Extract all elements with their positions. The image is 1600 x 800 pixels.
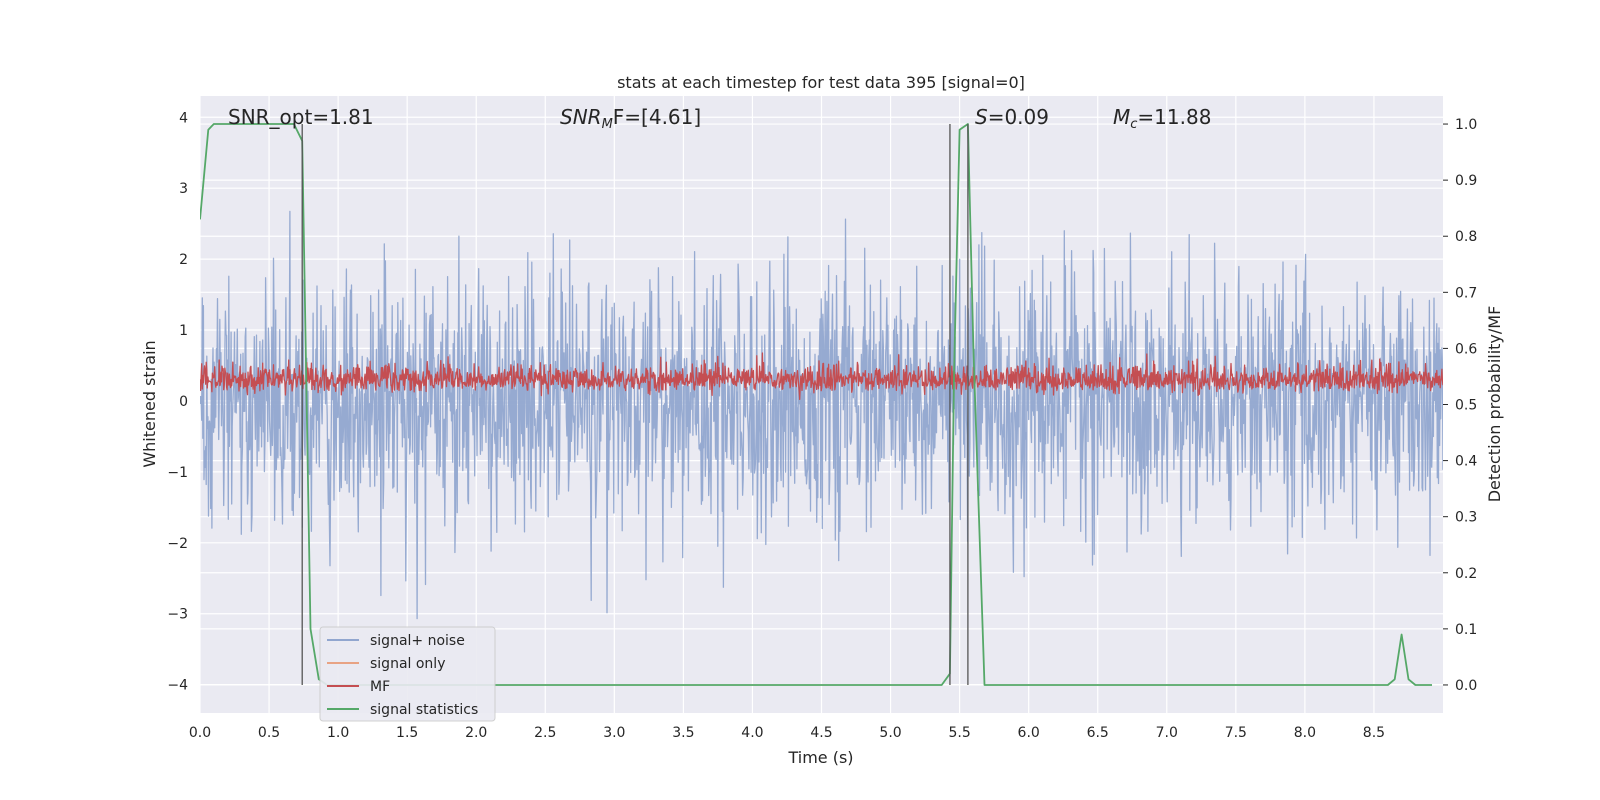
series-line-mf <box>200 352 1443 401</box>
x-tick-label: 3.0 <box>603 725 625 741</box>
x-tick-label: 1.5 <box>396 725 418 741</box>
plot-area <box>200 123 1443 686</box>
legend-label-signal-statistics: signal statistics <box>370 702 478 718</box>
y2-tick-label: 0.3 <box>1455 510 1477 526</box>
y-tick-label: 1 <box>179 323 188 339</box>
legend: signal+ noise signal only MF signal stat… <box>319 626 496 722</box>
legend-label-signal-noise: signal+ noise <box>370 633 465 649</box>
y-tick-label: 2 <box>179 252 188 268</box>
x-tick-label: 6.5 <box>1087 725 1109 741</box>
x-tick-label: 1.0 <box>327 725 349 741</box>
y-tick-label: −3 <box>167 607 188 623</box>
x-tick-label: 8.0 <box>1294 725 1316 741</box>
x-tick-label: 4.5 <box>810 725 832 741</box>
x-tick-label: 5.5 <box>948 725 970 741</box>
y-tick-label: −1 <box>167 465 188 481</box>
x-tick-label: 3.5 <box>672 725 694 741</box>
x-axis-label: Time (s) <box>787 748 853 767</box>
series-line-signal-statistics <box>200 123 1432 686</box>
y2-tick-label: 1.0 <box>1455 117 1477 133</box>
y2-tick-label: 0.6 <box>1455 341 1477 357</box>
mc-annotation: Mc=11.88 <box>1113 105 1211 132</box>
x-tick-label: 6.0 <box>1018 725 1040 741</box>
y2-tick-label: 0.8 <box>1455 229 1477 245</box>
s-annotation: S=0.09 <box>975 105 1049 129</box>
y-axis-ticks: 4 3 2 1 0 −1 −2 −3 −4 <box>167 110 188 693</box>
x-tick-label: 4.0 <box>741 725 763 741</box>
y2-tick-label: 0.2 <box>1455 566 1477 582</box>
legend-label-mf: MF <box>370 679 390 695</box>
y2-tick-label: 0.4 <box>1455 454 1477 470</box>
y-tick-label: 0 <box>179 394 188 410</box>
x-tick-label: 2.5 <box>534 725 556 741</box>
y-tick-label: 4 <box>179 110 188 126</box>
y-tick-label: 3 <box>179 181 188 197</box>
x-tick-label: 7.5 <box>1225 725 1247 741</box>
x-tick-label: 8.5 <box>1363 725 1385 741</box>
y2-tick-label: 0.0 <box>1455 678 1477 694</box>
series-line-signal-noise <box>200 210 1443 620</box>
legend-label-signal-only: signal only <box>370 656 445 672</box>
legend-box <box>319 626 496 722</box>
x-tick-label: 2.0 <box>465 725 487 741</box>
x-tick-label: 0.5 <box>258 725 280 741</box>
snr-mf-annotation: SNRMF=[4.61] <box>560 105 701 132</box>
x-tick-label: 7.0 <box>1156 725 1178 741</box>
y-axis-label: Whitened strain <box>140 340 159 467</box>
y2-tick-label: 0.7 <box>1455 285 1477 301</box>
y-tick-label: −4 <box>167 678 188 694</box>
y2-tick-label: 0.9 <box>1455 173 1477 189</box>
chart-title: stats at each timestep for test data 395… <box>617 73 1025 92</box>
y2-tick-label: 0.5 <box>1455 398 1477 414</box>
y-tick-label: −2 <box>167 536 188 552</box>
y2-axis-ticks: 1.0 0.9 0.8 0.7 0.6 0.5 0.4 0.3 0.2 0.1 0.0 <box>1443 117 1477 694</box>
x-tick-label: 0.0 <box>189 725 211 741</box>
x-tick-label: 5.0 <box>879 725 901 741</box>
y2-tick-label: 0.1 <box>1455 622 1477 638</box>
y2-axis-label: Detection probability/MF <box>1485 306 1504 503</box>
snr-opt-annotation: SNR_opt=1.81 <box>228 105 374 129</box>
x-axis-ticks: 0.0 0.5 1.0 1.5 2.0 2.5 3.0 3.5 4.0 4.5 5.0 5.5 6.0 6… <box>189 725 1385 741</box>
